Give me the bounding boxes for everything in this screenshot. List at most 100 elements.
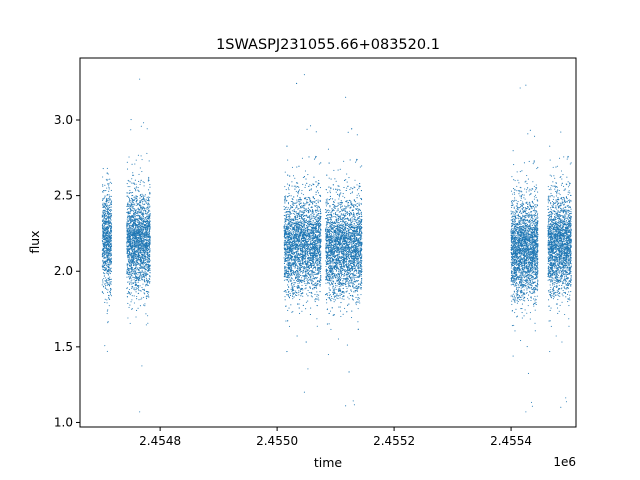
- data-point: [106, 229, 107, 230]
- data-point: [131, 257, 132, 258]
- data-point: [107, 179, 108, 180]
- data-point: [105, 299, 106, 300]
- data-point: [102, 227, 103, 228]
- data-point: [107, 205, 108, 206]
- data-point: [139, 234, 140, 235]
- data-point: [107, 244, 108, 245]
- data-point: [107, 211, 108, 212]
- data-point: [149, 268, 150, 269]
- data-point: [109, 249, 110, 250]
- data-point: [137, 209, 138, 210]
- data-point: [144, 277, 145, 278]
- data-point: [128, 237, 129, 238]
- data-point: [128, 274, 129, 275]
- data-point: [102, 282, 103, 283]
- data-point: [103, 255, 104, 256]
- data-point: [147, 250, 148, 251]
- data-point: [133, 233, 134, 234]
- data-point: [142, 274, 143, 275]
- data-point: [136, 237, 137, 238]
- data-point: [142, 234, 143, 235]
- data-point: [129, 226, 130, 227]
- data-point: [111, 225, 112, 226]
- data-point: [136, 285, 137, 286]
- data-point: [136, 225, 137, 226]
- data-point: [149, 239, 150, 240]
- data-point: [138, 241, 139, 242]
- data-point: [146, 199, 147, 200]
- data-point: [320, 284, 321, 285]
- data-point: [108, 255, 109, 256]
- data-point: [145, 224, 146, 225]
- data-point: [134, 218, 135, 219]
- data-point: [145, 228, 146, 229]
- data-point: [285, 172, 286, 173]
- data-point: [109, 263, 110, 264]
- data-point: [140, 208, 141, 209]
- data-point: [143, 241, 144, 242]
- data-point: [141, 234, 142, 235]
- data-point: [111, 223, 112, 224]
- data-point: [104, 185, 105, 186]
- data-point: [148, 211, 149, 212]
- data-point: [130, 181, 131, 182]
- data-point: [308, 238, 309, 239]
- data-point: [148, 268, 149, 269]
- data-point: [140, 233, 141, 234]
- data-point: [143, 229, 144, 230]
- data-point: [136, 261, 137, 262]
- data-point: [109, 305, 110, 306]
- data-point: [103, 213, 104, 214]
- data-point: [105, 210, 106, 211]
- data-point: [147, 246, 148, 247]
- data-point: [144, 262, 145, 263]
- data-point: [138, 249, 139, 250]
- data-point: [132, 295, 133, 296]
- data-point: [143, 305, 144, 306]
- data-point: [107, 200, 108, 201]
- data-point: [129, 223, 130, 224]
- data-point: [104, 275, 105, 276]
- data-point: [106, 245, 107, 246]
- data-point: [295, 212, 296, 213]
- data-point: [133, 261, 134, 262]
- data-point: [147, 282, 148, 283]
- data-point: [132, 271, 133, 272]
- data-point: [308, 277, 309, 278]
- data-point: [129, 278, 130, 279]
- data-point: [140, 228, 141, 229]
- data-point: [110, 259, 111, 260]
- data-point: [145, 239, 146, 240]
- data-point: [284, 186, 285, 187]
- data-point: [144, 196, 145, 197]
- data-point: [128, 233, 129, 234]
- data-point: [107, 271, 108, 272]
- data-point: [132, 204, 133, 205]
- data-point: [304, 227, 305, 228]
- data-point: [143, 272, 144, 273]
- data-point: [142, 238, 143, 239]
- data-point: [306, 209, 307, 210]
- data-point: [111, 255, 112, 256]
- data-point: [298, 271, 299, 272]
- data-point: [132, 229, 133, 230]
- data-point: [147, 293, 148, 294]
- data-point: [287, 209, 288, 210]
- data-point: [110, 213, 111, 214]
- data-point: [127, 196, 128, 197]
- data-point: [141, 260, 142, 261]
- data-point: [128, 206, 129, 207]
- data-point: [301, 259, 302, 260]
- data-point: [103, 241, 104, 242]
- data-point: [138, 187, 139, 188]
- chart-title: 1SWASPJ231055.66+083520.1: [216, 37, 440, 53]
- data-point: [105, 269, 106, 270]
- data-point: [141, 220, 142, 221]
- data-point: [313, 236, 314, 237]
- data-point: [298, 290, 299, 291]
- data-point: [288, 277, 289, 278]
- data-point: [137, 204, 138, 205]
- data-point: [135, 189, 136, 190]
- data-point: [105, 264, 106, 265]
- data-point: [132, 224, 133, 225]
